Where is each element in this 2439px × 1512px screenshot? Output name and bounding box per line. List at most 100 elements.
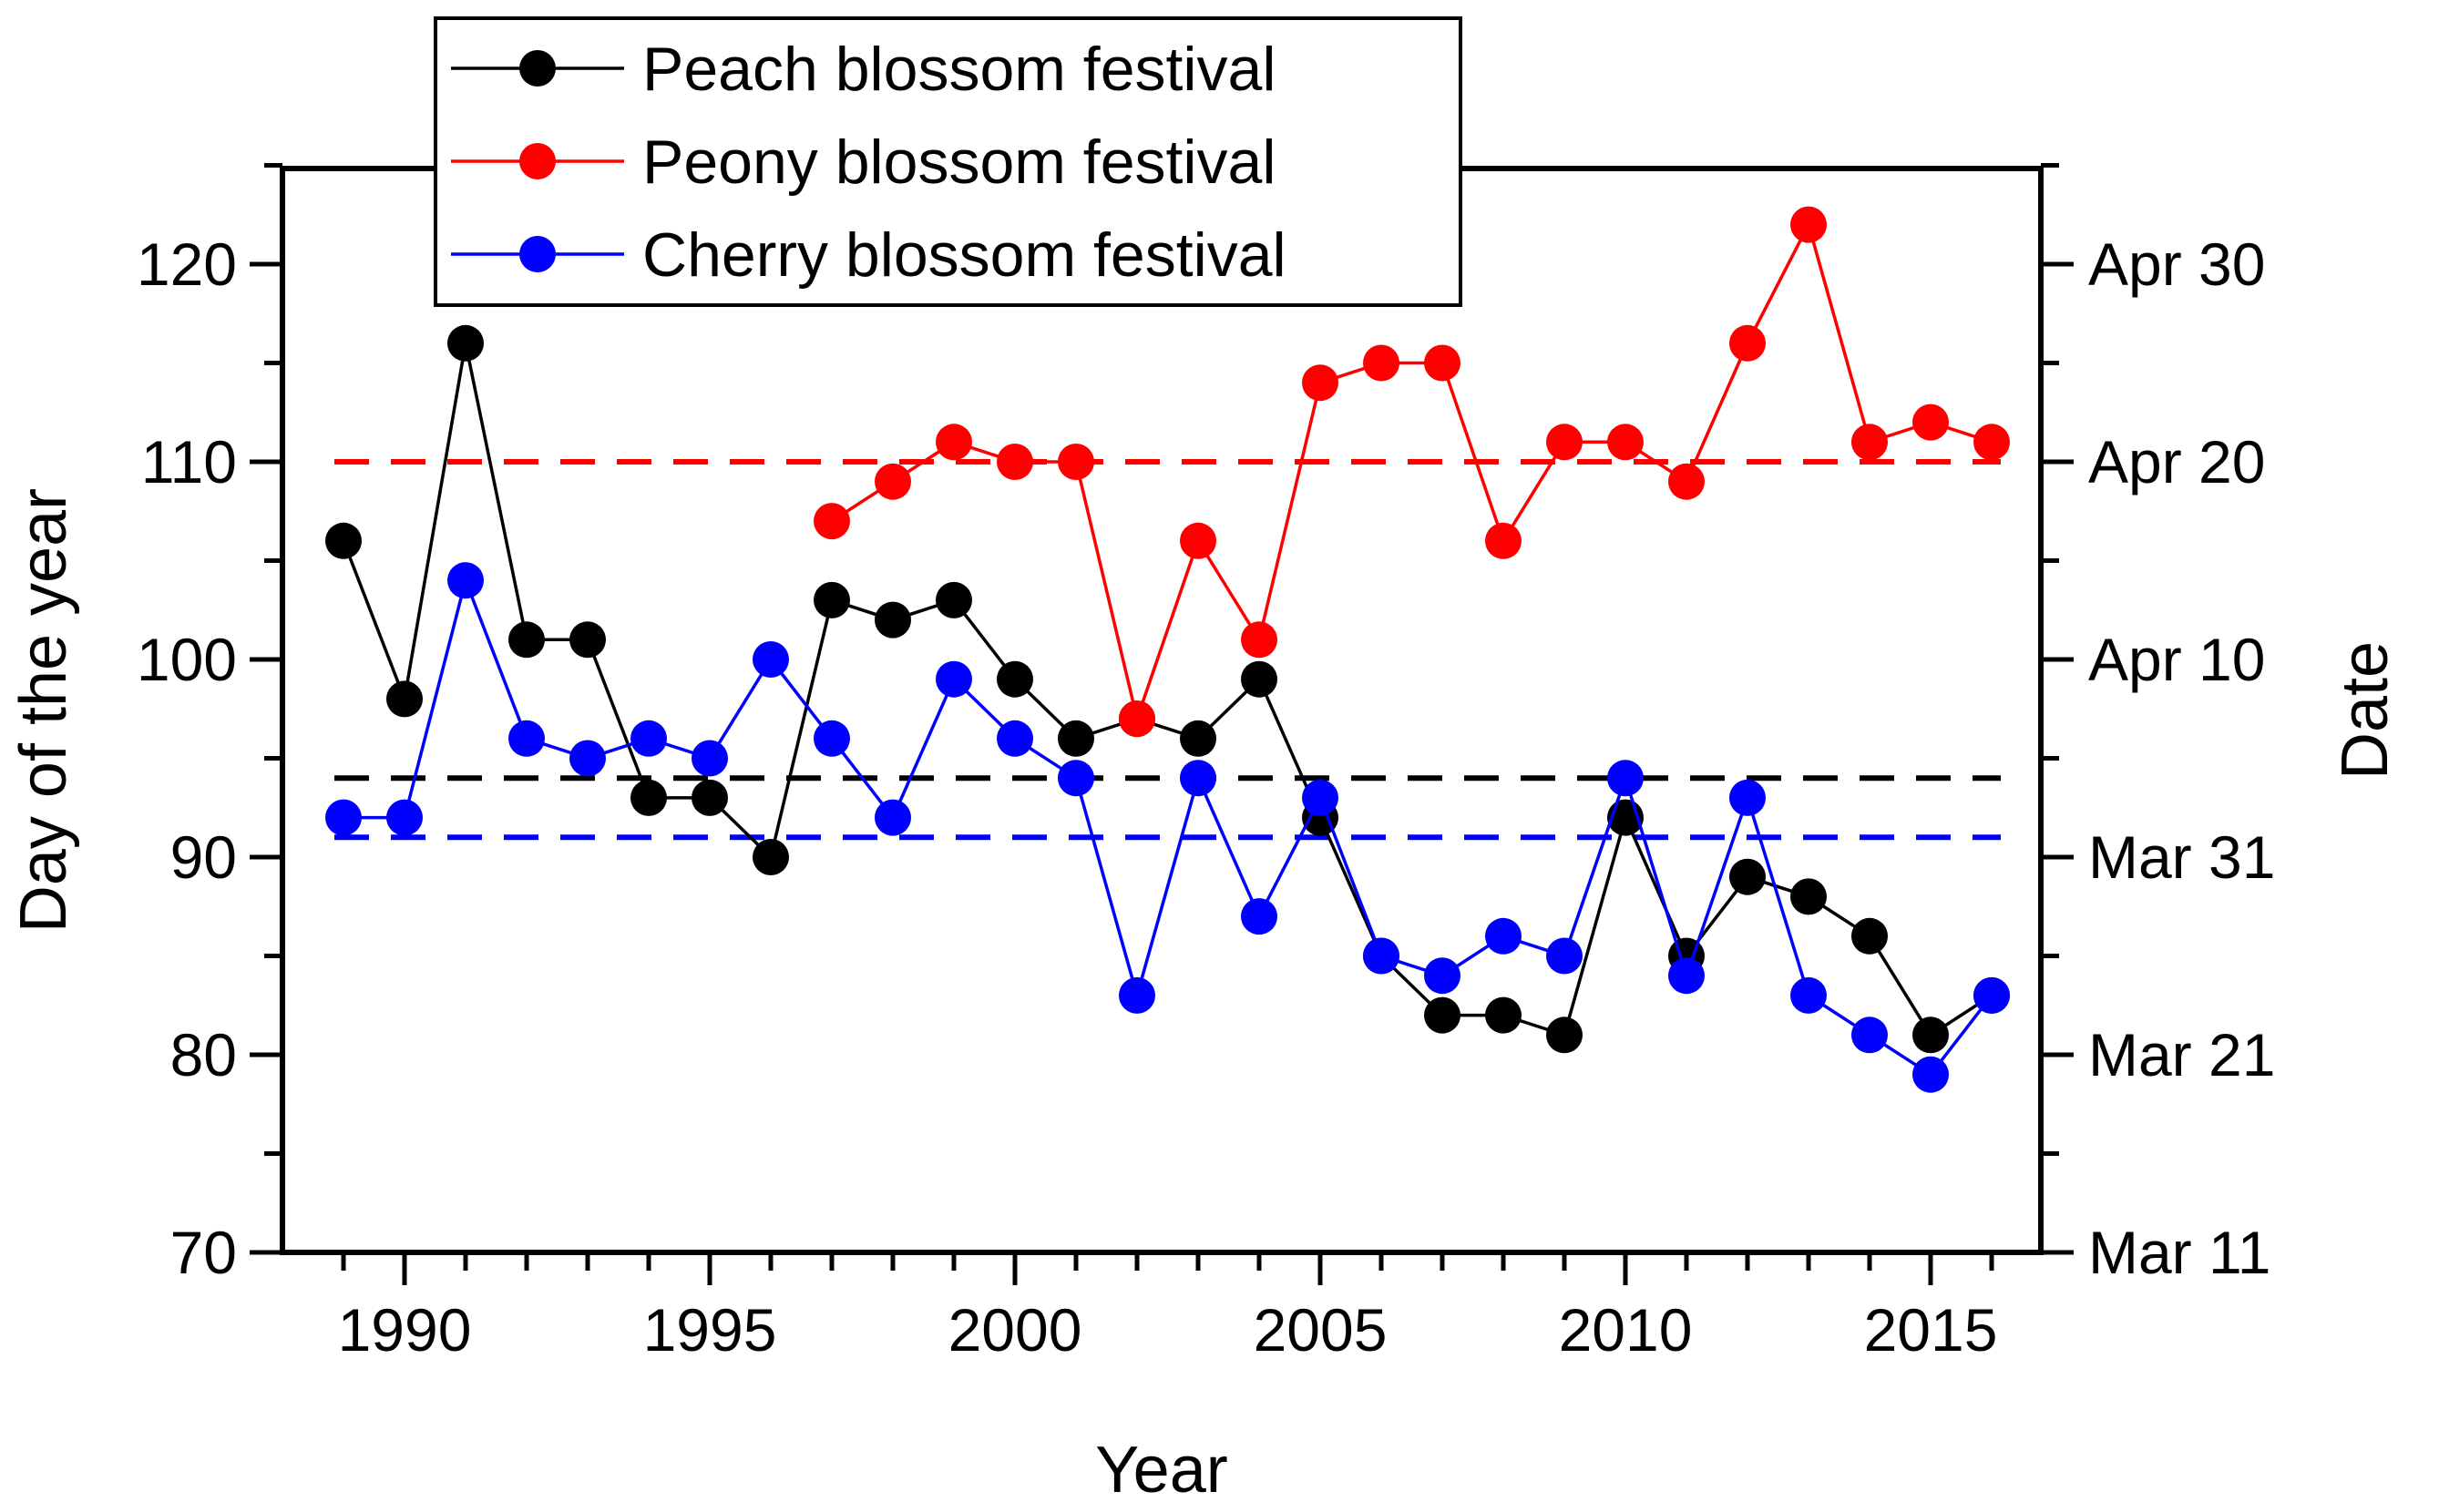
point-cherry-blossom-festival-1998 [875,799,911,836]
point-peony-blossom-festival-2009 [1546,424,1583,461]
point-peach-blossom-festival-2001 [1058,720,1094,757]
point-cherry-blossom-festival-2002 [1119,976,1155,1014]
y-tick-label: 70 [170,1219,237,1286]
point-cherry-blossom-festival-2003 [1180,760,1216,797]
y-tick-label: 90 [170,823,237,891]
point-peach-blossom-festival-2003 [1180,720,1216,757]
point-peony-blossom-festival-2014 [1851,424,1888,461]
point-cherry-blossom-festival-2004 [1241,898,1277,935]
point-peony-blossom-festival-2005 [1302,364,1338,402]
point-cherry-blossom-festival-2007 [1424,957,1460,995]
point-peony-blossom-festival-2011 [1668,463,1705,500]
x-tick-label: 2005 [1254,1296,1388,1364]
x-tick-label: 2000 [948,1296,1082,1364]
point-cherry-blossom-festival-2008 [1485,917,1522,955]
point-cherry-blossom-festival-2001 [1058,760,1094,797]
series-line-peach-blossom-festival [342,342,1993,1037]
point-peach-blossom-festival-1999 [936,581,972,618]
legend: Peach blossom festival Peony blossom fest… [434,16,1462,307]
point-peach-blossom-festival-1998 [875,601,911,639]
point-cherry-blossom-festival-1990 [386,799,423,836]
point-peach-blossom-festival-1994 [630,779,667,816]
point-peach-blossom-festival-1989 [325,522,362,559]
point-cherry-blossom-festival-1997 [814,720,850,757]
point-cherry-blossom-festival-1992 [508,720,545,757]
point-cherry-blossom-festival-2005 [1302,779,1338,816]
plot-frame [280,166,2044,1255]
point-cherry-blossom-festival-2006 [1363,937,1399,975]
x-tick-label: 2015 [1864,1296,1998,1364]
point-peony-blossom-festival-2012 [1729,324,1766,362]
point-cherry-blossom-festival-2016 [1973,976,2010,1014]
legend-marker-cherry-blossom-festival [519,236,556,272]
point-cherry-blossom-festival-1999 [936,660,972,698]
y2-tick-label: Mar 31 [2088,823,2275,891]
y2-tick-label: Mar 11 [2088,1219,2271,1286]
point-peony-blossom-festival-1999 [936,424,972,461]
point-peony-blossom-festival-2006 [1363,344,1399,382]
series-layer [325,206,2010,1093]
point-peony-blossom-festival-2007 [1424,344,1460,382]
point-peach-blossom-festival-1996 [753,839,789,875]
point-peach-blossom-festival-2015 [1912,1017,1949,1054]
point-cherry-blossom-festival-1994 [630,720,667,757]
point-cherry-blossom-festival-2012 [1729,779,1766,816]
point-peach-blossom-festival-2012 [1729,858,1766,895]
y-ticks: 70 80 90 100 110 120 [137,163,282,1286]
mean-lines [334,459,2001,841]
x-axis-title: Year [1095,1434,1227,1507]
legend-label-peony-blossom-festival: Peony blossom festival [642,128,1276,197]
y2-tick-label: Apr 30 [2088,230,2265,298]
point-peach-blossom-festival-2013 [1790,878,1827,915]
point-cherry-blossom-festival-1993 [569,740,606,777]
series-line-cherry-blossom-festival [343,575,1993,1078]
y-tick-label: 100 [137,626,237,693]
y-axis-title: Day of the year [7,488,80,933]
point-peony-blossom-festival-1998 [875,463,911,500]
point-cherry-blossom-festival-2013 [1790,976,1827,1014]
y-tick-label: 80 [170,1021,237,1088]
point-peach-blossom-festival-1990 [386,680,423,718]
y2-ticks: Mar 11 Mar 21 Mar 31 Apr 10 Apr 20 Apr 30 [2041,163,2275,1286]
point-peony-blossom-festival-2004 [1241,621,1277,659]
point-peony-blossom-festival-1997 [814,503,850,540]
point-peach-blossom-festival-2008 [1485,996,1522,1034]
point-peach-blossom-festival-2007 [1424,996,1460,1034]
point-peony-blossom-festival-2000 [997,444,1033,480]
y2-tick-label: Apr 10 [2088,626,2265,693]
x-tick-label: 2010 [1559,1296,1693,1364]
axes [280,166,2044,1255]
point-peach-blossom-festival-1997 [814,581,850,618]
point-peach-blossom-festival-1992 [508,621,545,659]
y2-tick-label: Mar 21 [2088,1021,2275,1088]
point-cherry-blossom-festival-1989 [325,799,362,836]
point-peach-blossom-festival-2009 [1546,1017,1583,1054]
point-cherry-blossom-festival-2009 [1546,937,1583,975]
x-ticks: 1990 1995 2000 2005 2010 2015 [338,1252,1998,1364]
point-cherry-blossom-festival-2000 [997,720,1033,757]
point-peach-blossom-festival-2004 [1241,660,1277,698]
point-cherry-blossom-festival-2015 [1912,1056,1949,1093]
legend-marker-peony-blossom-festival [519,143,556,179]
point-peach-blossom-festival-2014 [1851,917,1888,955]
y-tick-label: 110 [141,428,237,495]
point-peony-blossom-festival-2003 [1180,522,1216,559]
x-tick-label: 1990 [338,1296,472,1364]
legend-label-peach-blossom-festival: Peach blossom festival [642,35,1276,104]
y-tick-label: 120 [137,230,237,298]
point-peony-blossom-festival-2002 [1119,700,1155,738]
legend-label-cherry-blossom-festival: Cherry blossom festival [642,220,1286,290]
point-peach-blossom-festival-2000 [997,660,1033,698]
point-peony-blossom-festival-2001 [1058,444,1094,480]
point-cherry-blossom-festival-2011 [1668,957,1705,995]
point-peach-blossom-festival-1991 [447,324,484,362]
point-cherry-blossom-festival-2014 [1851,1017,1888,1054]
point-peony-blossom-festival-2010 [1607,424,1644,461]
y2-axis-title: Date [2329,641,2402,780]
point-cherry-blossom-festival-1995 [692,740,728,777]
y2-tick-label: Apr 20 [2088,428,2265,495]
point-peony-blossom-festival-2013 [1790,206,1827,243]
point-cherry-blossom-festival-1991 [447,562,484,599]
x-tick-label: 1995 [643,1296,777,1364]
